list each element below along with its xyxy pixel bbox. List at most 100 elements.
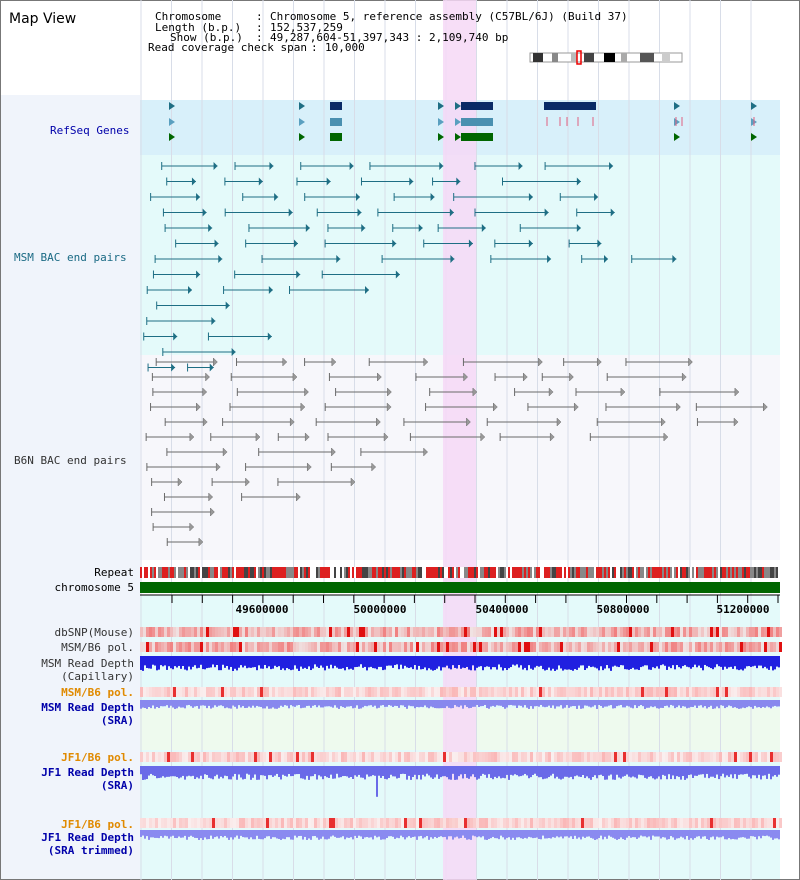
depth-bar <box>660 656 662 666</box>
depth-bar <box>648 700 650 708</box>
density-cell <box>488 627 491 637</box>
bac-end-arrow <box>468 239 473 248</box>
density-cell <box>185 752 188 762</box>
repeat-segment <box>428 567 430 578</box>
depth-bar <box>546 700 548 707</box>
depth-bar <box>454 766 456 780</box>
density-cell <box>161 687 164 697</box>
depth-bar <box>300 830 302 836</box>
density-cell <box>491 752 494 762</box>
depth-bar <box>256 830 258 836</box>
density-cell <box>344 687 347 697</box>
density-cell <box>506 752 509 762</box>
depth-bar <box>666 700 668 706</box>
bac-end-arrow <box>211 317 216 325</box>
depth-bar <box>576 656 578 670</box>
depth-bar <box>564 656 566 670</box>
depth-bar <box>376 700 378 709</box>
depth-bar <box>632 656 634 668</box>
density-cell <box>596 627 599 637</box>
depth-bar <box>702 766 704 775</box>
density-cell <box>416 687 419 697</box>
density-cell <box>776 752 779 762</box>
depth-bar <box>192 830 194 837</box>
depth-bar <box>410 830 412 838</box>
bac-end-arrow <box>681 372 687 382</box>
density-cell <box>158 752 161 762</box>
density-cell <box>743 818 746 828</box>
refseq-gene-track[interactable] <box>169 102 757 141</box>
chromosome-ideogram[interactable] <box>529 50 683 65</box>
repeat-segment <box>556 567 558 578</box>
b6n-bac-end-pairs-track[interactable] <box>145 357 768 547</box>
msm-bac-end-pairs-track[interactable] <box>143 162 677 372</box>
repeat-segment <box>192 567 194 578</box>
density-cell <box>632 752 635 762</box>
depth-bar <box>272 830 274 838</box>
density-cell <box>269 752 272 762</box>
depth-bar <box>598 700 600 705</box>
density-cell <box>344 627 347 637</box>
repeat-segment <box>392 567 394 578</box>
depth-bar <box>324 700 326 707</box>
depth-bar <box>188 766 190 776</box>
density-cell <box>779 818 782 828</box>
bac-end-arrow <box>449 208 454 217</box>
density-cell <box>686 752 689 762</box>
depth-bar <box>150 766 152 774</box>
repeat-segment <box>778 567 780 578</box>
depth-bar <box>176 766 178 778</box>
density-cell <box>341 752 344 762</box>
track-label-refseq[interactable]: RefSeq Genes <box>50 124 129 137</box>
depth-bar <box>596 766 598 779</box>
depth-bar <box>236 656 238 671</box>
depth-bar <box>402 700 404 706</box>
repeat-segment <box>314 567 316 578</box>
depth-bar <box>304 830 306 837</box>
track-label-msm-bac[interactable]: MSM BAC end pairs <box>14 251 127 264</box>
repeat-segment <box>600 567 602 578</box>
depth-bar <box>408 830 410 837</box>
density-cell <box>566 642 569 652</box>
density-cell <box>368 687 371 697</box>
density-cell <box>524 752 527 762</box>
density-cell <box>437 642 440 652</box>
density-cell <box>170 818 173 828</box>
density-cell <box>347 687 350 697</box>
density-cell <box>428 642 431 652</box>
depth-bar <box>426 700 428 708</box>
repeat-segment <box>308 567 310 578</box>
depth-bar <box>468 700 470 709</box>
depth-bar <box>274 656 276 666</box>
density-cell <box>440 627 443 637</box>
density-cell <box>302 818 305 828</box>
density-cell <box>338 627 341 637</box>
density-cell <box>437 818 440 828</box>
depth-bar <box>478 656 480 667</box>
density-cell <box>356 752 359 762</box>
bac-end-arrow <box>213 357 218 367</box>
density-cell <box>149 752 152 762</box>
depth-bar <box>374 700 376 706</box>
density-cell <box>554 752 557 762</box>
repeat-segment <box>252 567 254 578</box>
bac-end-arrow <box>274 193 279 201</box>
highlight-region[interactable] <box>443 0 476 880</box>
depth-bar <box>258 700 260 707</box>
depth-bar <box>764 656 766 667</box>
density-cell <box>410 752 413 762</box>
depth-bar <box>748 656 750 667</box>
depth-bar <box>724 700 726 709</box>
track-label-b6n-bac[interactable]: B6N BAC end pairs <box>14 454 127 467</box>
bac-end-arrow <box>544 208 549 217</box>
density-cell <box>671 752 674 762</box>
density-cell <box>443 627 446 637</box>
bac-end-arrow <box>430 193 435 201</box>
depth-bar <box>178 700 180 707</box>
depth-bar <box>756 766 758 779</box>
repeat-segment <box>692 567 694 578</box>
depth-bar <box>648 830 650 837</box>
depth-bar <box>266 700 268 707</box>
depth-bar <box>544 830 546 839</box>
depth-bar <box>682 830 684 838</box>
